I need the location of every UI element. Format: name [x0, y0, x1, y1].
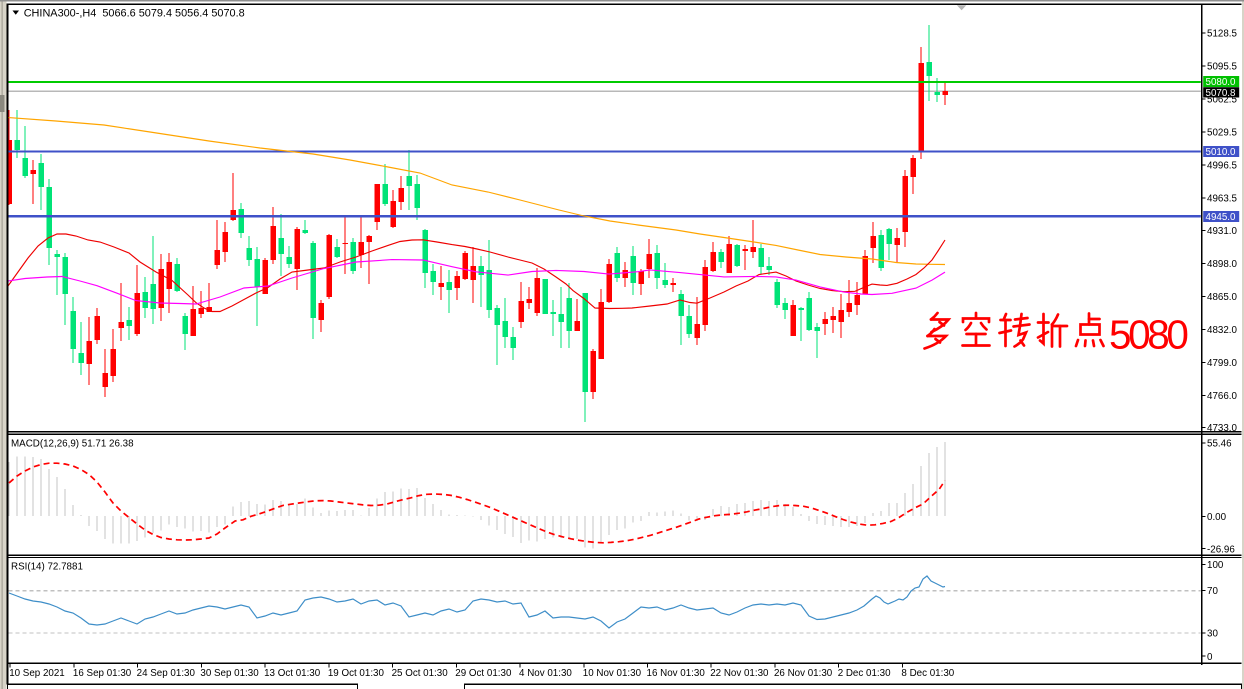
svg-text:5080.0: 5080.0	[1206, 77, 1237, 88]
svg-text:4 Nov 01:30: 4 Nov 01:30	[519, 668, 572, 679]
svg-text:4963.5: 4963.5	[1207, 194, 1238, 205]
svg-text:4799.0: 4799.0	[1207, 358, 1238, 369]
svg-text:4733.0: 4733.0	[1207, 423, 1238, 434]
svg-text:29 Oct 01:30: 29 Oct 01:30	[455, 668, 512, 679]
svg-text:4945.0: 4945.0	[1206, 212, 1237, 223]
svg-text:5062.5: 5062.5	[1207, 95, 1238, 106]
svg-text:16 Nov 01:30: 16 Nov 01:30	[647, 668, 706, 679]
svg-text:5010.0: 5010.0	[1206, 147, 1237, 158]
svg-text:4931.0: 4931.0	[1207, 226, 1238, 237]
svg-text:30 Sep 01:30: 30 Sep 01:30	[200, 668, 259, 679]
svg-text:26 Nov 01:30: 26 Nov 01:30	[774, 668, 833, 679]
svg-text:30: 30	[1207, 628, 1218, 639]
svg-text:8 Dec 01:30: 8 Dec 01:30	[901, 668, 954, 679]
svg-text:22 Nov 01:30: 22 Nov 01:30	[710, 668, 769, 679]
svg-text:16 Sep 01:30: 16 Sep 01:30	[73, 668, 132, 679]
svg-text:4865.0: 4865.0	[1207, 292, 1238, 303]
svg-text:RSI(14) 72.7881: RSI(14) 72.7881	[11, 562, 83, 573]
svg-text:13 Oct 01:30: 13 Oct 01:30	[264, 668, 321, 679]
svg-text:2 Dec 01:30: 2 Dec 01:30	[838, 668, 891, 679]
svg-text:MACD(12,26,9) 51.71 26.38: MACD(12,26,9) 51.71 26.38	[11, 439, 134, 450]
svg-text:19 Oct 01:30: 19 Oct 01:30	[328, 668, 385, 679]
svg-text:5095.5: 5095.5	[1207, 62, 1238, 73]
svg-text:5029.5: 5029.5	[1207, 128, 1238, 139]
svg-text:24 Sep 01:30: 24 Sep 01:30	[137, 668, 196, 679]
svg-text:5080: 5080	[1109, 312, 1187, 358]
svg-text:4898.0: 4898.0	[1207, 259, 1238, 270]
svg-text:0: 0	[1207, 652, 1213, 663]
svg-text:10 Nov 01:30: 10 Nov 01:30	[583, 668, 642, 679]
svg-text:70: 70	[1207, 586, 1218, 597]
svg-text:25 Oct 01:30: 25 Oct 01:30	[392, 668, 449, 679]
svg-text:55.46: 55.46	[1207, 439, 1232, 450]
svg-text:CHINA300-,H4 5066.6 5079.4 50: CHINA300-,H4 5066.6 5079.4 5056.4 5070.8	[24, 7, 245, 19]
svg-text:100: 100	[1207, 560, 1224, 571]
svg-text:4996.5: 4996.5	[1207, 161, 1238, 172]
svg-text:10 Sep 2021: 10 Sep 2021	[9, 668, 65, 679]
svg-text:4766.0: 4766.0	[1207, 391, 1238, 402]
svg-text:0.00: 0.00	[1207, 512, 1227, 523]
svg-text:5128.5: 5128.5	[1207, 29, 1238, 40]
svg-text:-26.96: -26.96	[1207, 544, 1235, 555]
svg-text:4832.0: 4832.0	[1207, 325, 1238, 336]
svg-text:5070.8: 5070.8	[1206, 88, 1237, 99]
